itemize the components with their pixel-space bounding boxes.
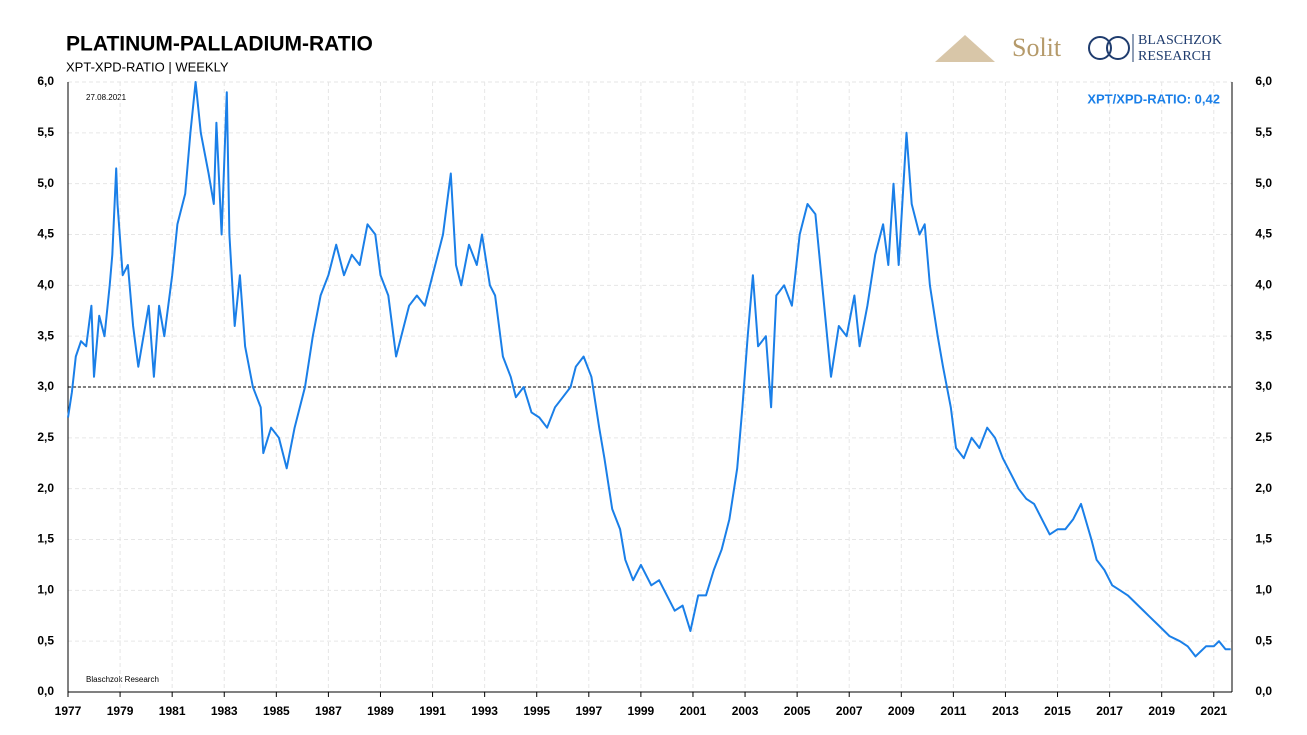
y2-tick-label: 0,5 [1255, 633, 1272, 647]
y2-tick-label: 1,5 [1255, 532, 1272, 546]
x-tick-label: 1979 [107, 704, 134, 718]
y2-tick-label: 3,0 [1255, 379, 1272, 393]
y-tick-label: 2,5 [37, 430, 54, 444]
x-tick-label: 1987 [315, 704, 342, 718]
chart-title: PLATINUM-PALLADIUM-RATIO [66, 33, 373, 56]
x-tick-label: 1995 [523, 704, 550, 718]
x-tick-label: 1991 [419, 704, 446, 718]
x-tick-label: 1985 [263, 704, 290, 718]
x-tick-label: 2001 [680, 704, 707, 718]
y-tick-label: 0,5 [37, 633, 54, 647]
logo-pyramid [935, 35, 995, 62]
y2-tick-label: 4,5 [1255, 227, 1272, 241]
y-tick-label: 2,0 [37, 481, 54, 495]
logo: Solit BLASCHZOK RESEARCH [935, 33, 1222, 64]
y2-tick-label: 1,0 [1255, 583, 1272, 597]
x-tick-label: 2011 [940, 704, 966, 718]
y2-tick-label: 5,0 [1255, 176, 1272, 190]
data-line [67, 81, 1231, 658]
y2-tick-label: 3,5 [1255, 328, 1272, 342]
chart-subtitle: XPT-XPD-RATIO | WEEKLY [66, 59, 229, 74]
y-tick-label: 1,0 [37, 583, 54, 597]
logo-text: RESEARCH [1138, 49, 1211, 64]
x-tick-label: 1993 [471, 704, 498, 718]
y-tick-label: 1,5 [37, 532, 54, 546]
x-tick-label: 1999 [628, 704, 655, 718]
source-note: Blaschzok Research [86, 675, 159, 684]
x-tick-label: 2007 [836, 704, 863, 718]
x-tick-label: 2015 [1044, 704, 1071, 718]
x-tick-label: 2009 [888, 704, 915, 718]
y-tick-label: 4,5 [37, 227, 54, 241]
y2-tick-label: 2,5 [1255, 430, 1272, 444]
y2-tick-label: 6,0 [1255, 74, 1272, 88]
y-tick-label: 3,5 [37, 328, 54, 342]
y-tick-label: 0,0 [37, 684, 54, 698]
value-annotation: XPT/XPD-RATIO: 0,42 [1087, 91, 1220, 106]
y-tick-label: 3,0 [37, 379, 54, 393]
x-tick-label: 2019 [1148, 704, 1175, 718]
x-tick-label: 2017 [1096, 704, 1123, 718]
x-tick-label: 2005 [784, 704, 811, 718]
date-note: 27.08.2021 [86, 93, 127, 102]
y-tick-label: 6,0 [37, 74, 54, 88]
x-tick-label: 1983 [211, 704, 238, 718]
y-tick-label: 5,0 [37, 176, 54, 190]
x-tick-label: 1977 [55, 704, 82, 718]
y2-tick-label: 0,0 [1255, 684, 1272, 698]
logo-text: BLASCHZOK [1138, 33, 1222, 48]
x-tick-label: 2013 [992, 704, 1019, 718]
x-tick-label: 1997 [575, 704, 602, 718]
y2-tick-label: 4,0 [1255, 278, 1272, 292]
logo-icon [1106, 36, 1130, 60]
logo-text: Solit [1012, 33, 1062, 62]
x-tick-label: 2003 [732, 704, 759, 718]
x-tick-label: 2021 [1200, 704, 1227, 718]
logo-icon [1088, 36, 1112, 60]
x-tick-label: 1981 [159, 704, 186, 718]
x-tick-label: 1989 [367, 704, 394, 718]
y-tick-label: 4,0 [37, 278, 54, 292]
y2-tick-label: 5,5 [1255, 125, 1272, 139]
y-tick-label: 5,5 [37, 125, 54, 139]
y2-tick-label: 2,0 [1255, 481, 1272, 495]
